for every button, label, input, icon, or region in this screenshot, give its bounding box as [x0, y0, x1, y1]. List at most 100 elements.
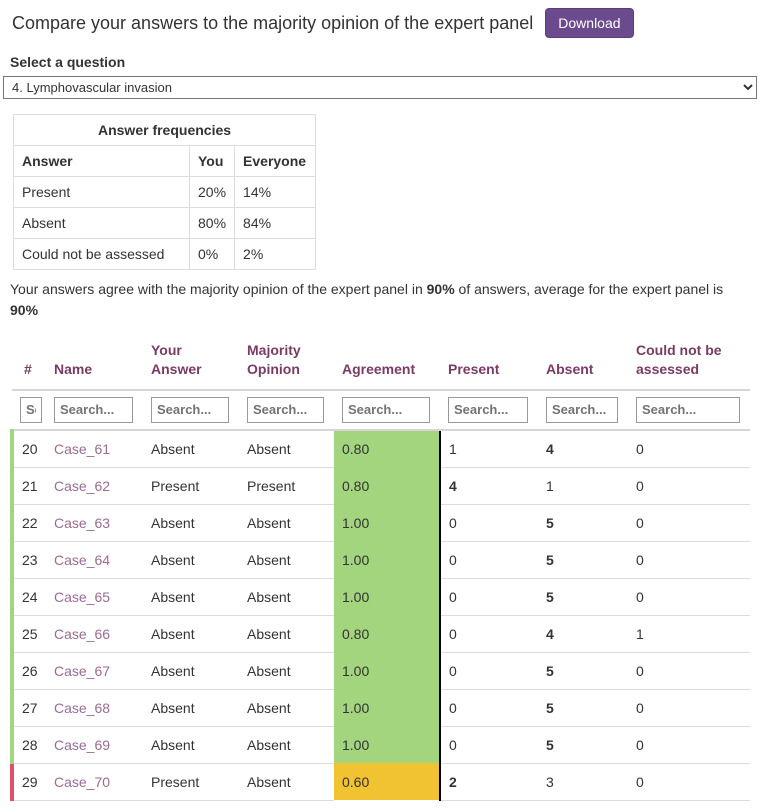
column-header-majority-opinion[interactable]: Majority Opinion	[239, 337, 334, 391]
freq-answer-label: Could not be assessed	[13, 238, 190, 270]
table-row: 23 Case_64 Absent Absent 1.00 0 5 0	[10, 541, 750, 579]
freq-table-title-row: Answer frequencies	[12, 114, 317, 146]
your-answer-cell: Absent	[143, 429, 239, 468]
could-not-be-assessed-cell: 0	[628, 726, 750, 764]
row-number-cell: 25	[10, 615, 46, 653]
freq-col-answer: Answer	[13, 145, 190, 177]
your-answer-cell: Absent	[143, 652, 239, 690]
could-not-be-assessed-cell: 0	[628, 467, 750, 505]
majority-opinion-cell: Absent	[239, 689, 334, 727]
table-row: 20 Case_61 Absent Absent 0.80 1 4 0	[10, 429, 750, 468]
row-number-cell: 27	[10, 689, 46, 727]
download-button[interactable]: Download	[545, 8, 634, 38]
freq-col-everyone: Everyone	[234, 145, 317, 177]
freq-row-absent: Absent 80% 84%	[13, 207, 317, 239]
search-input-name[interactable]	[54, 396, 133, 423]
absent-count-cell: 5	[538, 504, 628, 542]
column-header-agreement[interactable]: Agreement	[334, 337, 440, 391]
search-input-your-answer[interactable]	[151, 396, 229, 423]
search-input-majority-opinion[interactable]	[247, 396, 324, 423]
present-count-cell: 0	[440, 504, 538, 542]
case-link[interactable]: Case_70	[54, 773, 111, 790]
present-count-cell: 0	[440, 689, 538, 727]
your-answer-cell: Present	[143, 763, 239, 801]
column-header-present[interactable]: Present	[440, 337, 538, 391]
name-cell: Case_63	[46, 504, 143, 542]
name-cell: Case_66	[46, 615, 143, 653]
agreement-summary: Your answers agree with the majority opi…	[10, 279, 749, 321]
could-not-be-assessed-cell: 0	[628, 429, 750, 468]
absent-count-cell: 4	[538, 615, 628, 653]
your-answer-cell: Absent	[143, 726, 239, 764]
case-link[interactable]: Case_66	[54, 625, 111, 642]
your-answer-cell: Absent	[143, 541, 239, 579]
present-count-cell: 0	[440, 578, 538, 616]
case-link[interactable]: Case_63	[54, 514, 111, 531]
cases-search-row	[12, 389, 750, 431]
your-answer-cell: Absent	[143, 578, 239, 616]
row-number-cell: 21	[10, 467, 46, 505]
column-header-name[interactable]: Name	[46, 337, 143, 391]
present-count-cell: 0	[440, 541, 538, 579]
column-header-your-answer[interactable]: Your Answer	[143, 337, 239, 391]
majority-opinion-cell: Absent	[239, 652, 334, 690]
case-link[interactable]: Case_61	[54, 440, 111, 457]
name-cell: Case_65	[46, 578, 143, 616]
freq-you-value: 0%	[188, 238, 236, 270]
search-input-agreement[interactable]	[342, 396, 430, 423]
name-cell: Case_62	[46, 467, 143, 505]
freq-row-could-not-be-assessed: Could not be assessed 0% 2%	[13, 238, 317, 270]
answer-frequencies-table: Answer frequencies Answer You Everyone P…	[12, 114, 317, 270]
agreement-cell: 1.00	[334, 652, 441, 690]
your-answer-cell: Absent	[143, 615, 239, 653]
could-not-be-assessed-cell: 0	[628, 689, 750, 727]
present-count-cell: 2	[440, 763, 538, 801]
case-link[interactable]: Case_68	[54, 699, 111, 716]
search-input-absent[interactable]	[546, 396, 618, 423]
majority-opinion-cell: Absent	[239, 615, 334, 653]
row-number-cell: 23	[10, 541, 46, 579]
name-cell: Case_61	[46, 429, 143, 468]
could-not-be-assessed-cell: 0	[628, 541, 750, 579]
majority-opinion-cell: Present	[239, 467, 334, 505]
case-link[interactable]: Case_62	[54, 477, 111, 494]
agreement-cell: 0.80	[334, 467, 441, 505]
case-link[interactable]: Case_69	[54, 736, 111, 753]
search-input-present[interactable]	[448, 396, 528, 423]
column-header-absent[interactable]: Absent	[538, 337, 628, 391]
search-input-number[interactable]	[20, 396, 42, 423]
absent-count-cell: 5	[538, 689, 628, 727]
question-select[interactable]: 4. Lymphovascular invasion	[3, 76, 757, 99]
freq-row-present: Present 20% 14%	[13, 176, 317, 208]
page-title: Compare your answers to the majority opi…	[12, 12, 534, 33]
freq-table-title: Answer frequencies	[12, 114, 317, 146]
freq-col-you: You	[188, 145, 236, 177]
column-header-number[interactable]: #	[12, 337, 46, 391]
could-not-be-assessed-cell: 0	[628, 504, 750, 542]
case-link[interactable]: Case_65	[54, 588, 111, 605]
present-count-cell: 1	[440, 429, 538, 468]
agreement-cell: 0.80	[334, 615, 441, 653]
could-not-be-assessed-cell: 0	[628, 652, 750, 690]
agreement-cell: 0.60	[334, 763, 441, 801]
your-answer-cell: Absent	[143, 504, 239, 542]
search-input-could-not-be-assessed[interactable]	[636, 396, 740, 423]
table-row: 22 Case_63 Absent Absent 1.00 0 5 0	[10, 504, 750, 542]
present-count-cell: 0	[440, 652, 538, 690]
majority-opinion-cell: Absent	[239, 429, 334, 468]
panel-percentage: 90%	[10, 302, 39, 318]
absent-count-cell: 5	[538, 726, 628, 764]
row-number-cell: 26	[10, 652, 46, 690]
summary-text-before: Your answers agree with the majority opi…	[10, 281, 427, 297]
freq-table-header-row: Answer You Everyone	[13, 145, 317, 177]
table-row: 27 Case_68 Absent Absent 1.00 0 5 0	[10, 689, 750, 727]
column-header-could-not-be-assessed[interactable]: Could not be assessed	[628, 337, 750, 391]
case-link[interactable]: Case_64	[54, 551, 111, 568]
name-cell: Case_67	[46, 652, 143, 690]
table-row: 29 Case_70 Present Absent 0.60 2 3 0	[10, 763, 750, 801]
majority-opinion-cell: Absent	[239, 504, 334, 542]
majority-opinion-cell: Absent	[239, 726, 334, 764]
name-cell: Case_69	[46, 726, 143, 764]
case-link[interactable]: Case_67	[54, 662, 111, 679]
